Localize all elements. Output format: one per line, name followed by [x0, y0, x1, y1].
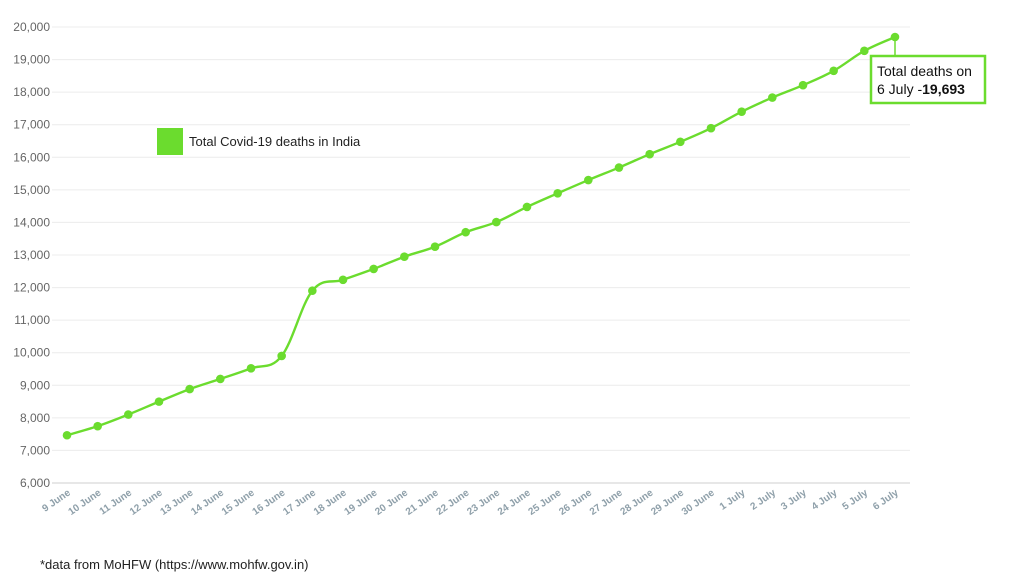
data-point	[614, 163, 624, 172]
data-point	[768, 93, 777, 102]
x-tick-label: 1 July	[718, 487, 748, 513]
y-tick-label: 11,000	[14, 313, 50, 327]
y-tick-label: 9,000	[20, 378, 50, 392]
x-tick-label: 27 June	[588, 487, 625, 518]
x-tick-label: 3 July	[779, 487, 809, 513]
data-point	[93, 421, 102, 431]
x-tick-label: 18 June	[312, 487, 349, 518]
x-tick-label: 30 June	[680, 487, 717, 518]
callout-line-2: 6 July -19,693	[877, 81, 965, 97]
data-point	[216, 374, 225, 384]
data-point	[62, 430, 72, 440]
y-tick-label: 14,000	[13, 215, 50, 229]
annotation-callout: Total deaths on 6 July -19,693	[869, 38, 987, 105]
callout-box	[869, 54, 987, 105]
legend: Total Covid-19 deaths in India	[157, 128, 361, 155]
x-tick-label: 28 June	[619, 487, 656, 518]
x-tick-label: 23 June	[465, 487, 502, 518]
y-tick-label: 19,000	[13, 53, 50, 67]
y-tick-label: 13,000	[13, 248, 50, 262]
x-tick-label: 11 June	[98, 487, 135, 517]
gridlines	[52, 26, 910, 484]
data-point	[553, 189, 562, 198]
y-tick-label: 20,000	[13, 20, 50, 34]
x-tick-label: 21 June	[404, 487, 441, 518]
data-point	[890, 32, 900, 42]
y-tick-label: 18,000	[13, 85, 50, 99]
x-tick-label: 29 June	[649, 487, 686, 518]
y-tick-label: 15,000	[13, 183, 50, 197]
data-point	[430, 242, 440, 252]
data-point	[737, 107, 746, 116]
data-point	[860, 46, 869, 56]
data-point	[461, 227, 470, 237]
callout-line-1: Total deaths on	[877, 63, 972, 79]
data-point	[369, 264, 378, 274]
data-point	[798, 80, 808, 90]
y-tick-label: 7,000	[20, 443, 50, 457]
data-point	[492, 217, 501, 227]
x-tick-label: 4 July	[810, 487, 840, 513]
x-tick-label: 16 June	[251, 487, 288, 518]
x-tick-label: 14 June	[189, 487, 226, 518]
x-tick-label: 19 June	[343, 487, 380, 518]
data-point	[246, 364, 256, 373]
legend-swatch	[157, 128, 183, 155]
x-tick-label: 5 July	[841, 487, 871, 513]
data-point	[277, 351, 286, 361]
y-tick-label: 17,000	[13, 118, 50, 132]
x-tick-label: 24 June	[496, 487, 533, 518]
y-axis: 6,000 7,000 8,000 9,000 10,000 11,000 12,000 13…	[13, 20, 50, 490]
y-tick-label: 12,000	[13, 281, 50, 295]
y-tick-label: 10,000	[13, 346, 50, 360]
data-point	[645, 149, 654, 159]
data-point	[584, 175, 593, 185]
data-point	[185, 384, 194, 394]
x-tick-label: 6 July	[871, 487, 901, 513]
x-tick-label: 12 June	[128, 487, 165, 518]
x-tick-label: 17 June	[281, 487, 318, 518]
x-tick-label: 25 June	[527, 487, 564, 518]
data-point	[154, 397, 164, 406]
data-point	[522, 202, 532, 212]
y-tick-label: 8,000	[20, 411, 50, 425]
legend-label: Total Covid-19 deaths in India	[189, 134, 361, 149]
x-tick-label: 15 June	[220, 487, 257, 518]
callout-value: 19,693	[922, 81, 965, 97]
series-line-total-deaths	[66, 35, 896, 437]
data-point	[308, 286, 317, 296]
callout-date: 6 July -	[877, 81, 922, 97]
data-point	[338, 275, 348, 285]
y-tick-label: 6,000	[20, 476, 50, 490]
x-tick-label: 10 June	[67, 487, 104, 518]
x-tick-label: 13 June	[159, 487, 196, 518]
x-tick-label: 22 June	[435, 487, 472, 518]
data-point	[400, 252, 409, 261]
x-tick-label: 2 July	[749, 487, 779, 513]
x-tick-label: 20 June	[373, 487, 410, 518]
data-point	[676, 137, 685, 147]
data-point	[706, 123, 716, 133]
source-note: *data from MoHFW (https://www.mohfw.gov.…	[40, 557, 309, 572]
data-point	[124, 410, 133, 419]
data-point	[829, 66, 838, 76]
data-points	[62, 32, 900, 440]
x-tick-label: 26 June	[557, 487, 594, 518]
y-tick-label: 16,000	[13, 150, 50, 164]
